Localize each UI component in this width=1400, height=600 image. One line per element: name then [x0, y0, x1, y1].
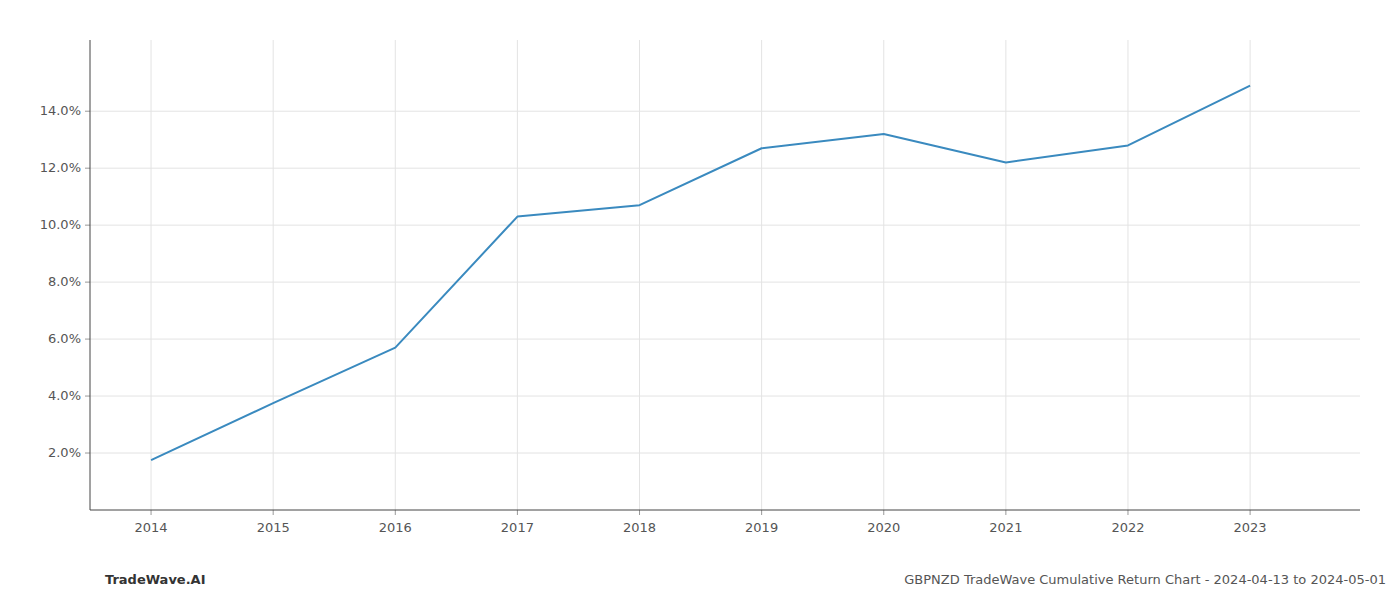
- x-grid-line: [151, 40, 152, 510]
- x-tick-label: 2015: [257, 520, 290, 535]
- x-tick: [395, 510, 396, 515]
- x-tick: [1250, 510, 1251, 515]
- y-tick-label: 6.0%: [48, 331, 81, 346]
- x-tick-label: 2020: [867, 520, 900, 535]
- x-tick-label: 2019: [745, 520, 778, 535]
- x-tick-label: 2016: [379, 520, 412, 535]
- x-tick: [1127, 510, 1128, 515]
- x-grid-line: [761, 40, 762, 510]
- y-grid-line: [90, 282, 1360, 283]
- y-tick-label: 14.0%: [40, 103, 81, 118]
- series: [151, 86, 1250, 461]
- y-grid-line: [90, 396, 1360, 397]
- y-tick: [85, 396, 90, 397]
- x-tick: [639, 510, 640, 515]
- x-grid-line: [395, 40, 396, 510]
- y-tick: [85, 453, 90, 454]
- y-grid-line: [90, 168, 1360, 169]
- x-tick: [1005, 510, 1006, 515]
- x-grid-line: [639, 40, 640, 510]
- x-tick: [151, 510, 152, 515]
- x-grid-line: [273, 40, 274, 510]
- x-tick-label: 2018: [623, 520, 656, 535]
- x-grid-line: [1005, 40, 1006, 510]
- y-tick-label: 2.0%: [48, 445, 81, 460]
- line: [151, 86, 1250, 461]
- x-tick-label: 2022: [1111, 520, 1144, 535]
- footer-left: TradeWave.AI: [105, 572, 206, 587]
- axes: 2.0% 4.0% 6.0% 8.0% 10.0% 12.0% 14.0% 2014 2015 2…: [40, 40, 1360, 535]
- y-grid-line: [90, 339, 1360, 340]
- y-tick: [85, 111, 90, 112]
- y-tick: [85, 282, 90, 283]
- x-tick: [273, 510, 274, 515]
- x-tick-label: 2014: [135, 520, 168, 535]
- x-tick: [883, 510, 884, 515]
- chart: 2.0% 4.0% 6.0% 8.0% 10.0% 12.0% 14.0% 2014 2015 2…: [0, 0, 1400, 600]
- grid: [90, 40, 1360, 510]
- y-grid-line: [90, 225, 1360, 226]
- x-tick-label: 2021: [989, 520, 1022, 535]
- y-tick: [85, 225, 90, 226]
- footer-right: GBPNZD TradeWave Cumulative Return Chart…: [904, 572, 1386, 587]
- y-tick: [85, 168, 90, 169]
- x-tick-label: 2023: [1234, 520, 1267, 535]
- y-axis-line: [90, 40, 91, 510]
- x-grid-line: [1250, 40, 1251, 510]
- x-tick-label: 2017: [501, 520, 534, 535]
- y-grid-line: [90, 111, 1360, 112]
- y-tick-label: 8.0%: [48, 274, 81, 289]
- y-tick-label: 10.0%: [40, 217, 81, 232]
- y-grid-line: [90, 453, 1360, 454]
- x-axis-line: [90, 510, 1360, 511]
- x-tick: [761, 510, 762, 515]
- y-tick-label: 12.0%: [40, 160, 81, 175]
- y-tick: [85, 339, 90, 340]
- x-grid-line: [517, 40, 518, 510]
- x-tick: [517, 510, 518, 515]
- y-tick-label: 4.0%: [48, 388, 81, 403]
- x-grid-line: [883, 40, 884, 510]
- x-grid-line: [1127, 40, 1128, 510]
